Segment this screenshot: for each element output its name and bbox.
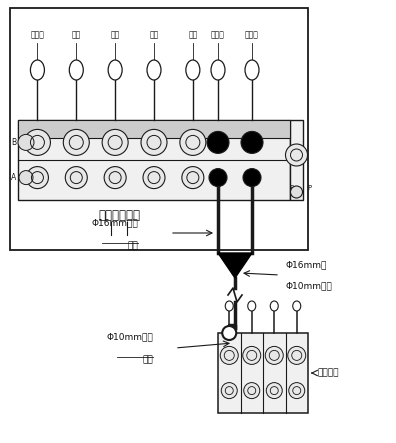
Circle shape	[182, 167, 204, 189]
Circle shape	[243, 346, 261, 365]
Circle shape	[180, 129, 206, 155]
Text: B: B	[11, 138, 16, 147]
Circle shape	[220, 346, 238, 365]
Text: A: A	[11, 173, 16, 182]
Bar	[218, 333, 308, 413]
Ellipse shape	[248, 301, 256, 311]
Ellipse shape	[270, 301, 278, 311]
Text: P: P	[307, 185, 312, 191]
Ellipse shape	[30, 60, 44, 80]
Text: Φ16mm高压: Φ16mm高压	[91, 218, 138, 227]
Circle shape	[18, 134, 34, 151]
Circle shape	[289, 383, 305, 399]
Polygon shape	[218, 253, 252, 278]
Ellipse shape	[211, 60, 225, 80]
Circle shape	[102, 129, 128, 155]
Ellipse shape	[186, 60, 200, 80]
Circle shape	[143, 167, 165, 189]
Circle shape	[141, 129, 167, 155]
Text: 四联片阀: 四联片阀	[317, 369, 339, 377]
Circle shape	[288, 346, 306, 365]
Circle shape	[286, 144, 308, 166]
Text: 右行走: 右行走	[211, 30, 225, 39]
Bar	[18, 120, 290, 200]
Ellipse shape	[108, 60, 122, 80]
Ellipse shape	[245, 60, 259, 80]
Text: Φ10mm三通: Φ10mm三通	[285, 281, 332, 290]
Circle shape	[265, 346, 283, 365]
Circle shape	[266, 383, 282, 399]
Circle shape	[65, 167, 87, 189]
Ellipse shape	[69, 60, 83, 80]
Circle shape	[241, 132, 263, 153]
Text: 铲板: 铲板	[72, 30, 81, 39]
Ellipse shape	[225, 301, 233, 311]
Text: Φ16mm弯: Φ16mm弯	[285, 260, 326, 269]
Text: 伸缩: 伸缩	[149, 30, 159, 39]
Circle shape	[244, 383, 260, 399]
Text: 左行走: 左行走	[245, 30, 259, 39]
Text: 后支撑: 后支撑	[30, 30, 44, 39]
Circle shape	[104, 167, 126, 189]
Circle shape	[63, 129, 89, 155]
Ellipse shape	[147, 60, 161, 80]
Circle shape	[19, 171, 33, 185]
Circle shape	[221, 383, 237, 399]
Bar	[290, 120, 303, 200]
Ellipse shape	[293, 301, 301, 311]
Text: 回轮: 回轮	[110, 30, 120, 39]
Text: Φ10mm高压: Φ10mm高压	[106, 332, 153, 341]
Circle shape	[222, 326, 236, 340]
Circle shape	[25, 129, 50, 155]
Circle shape	[207, 132, 229, 153]
Circle shape	[243, 169, 261, 187]
Text: R: R	[289, 185, 294, 191]
Text: 升降: 升降	[188, 30, 198, 39]
Text: 胶管: 胶管	[142, 355, 153, 364]
Bar	[10, 8, 308, 250]
Circle shape	[27, 167, 48, 189]
Circle shape	[291, 186, 303, 198]
Text: 胶管: 胶管	[127, 241, 138, 250]
Circle shape	[209, 169, 227, 187]
Text: 综掘机操作台: 综掘机操作台	[98, 209, 140, 222]
Bar	[18, 120, 290, 138]
